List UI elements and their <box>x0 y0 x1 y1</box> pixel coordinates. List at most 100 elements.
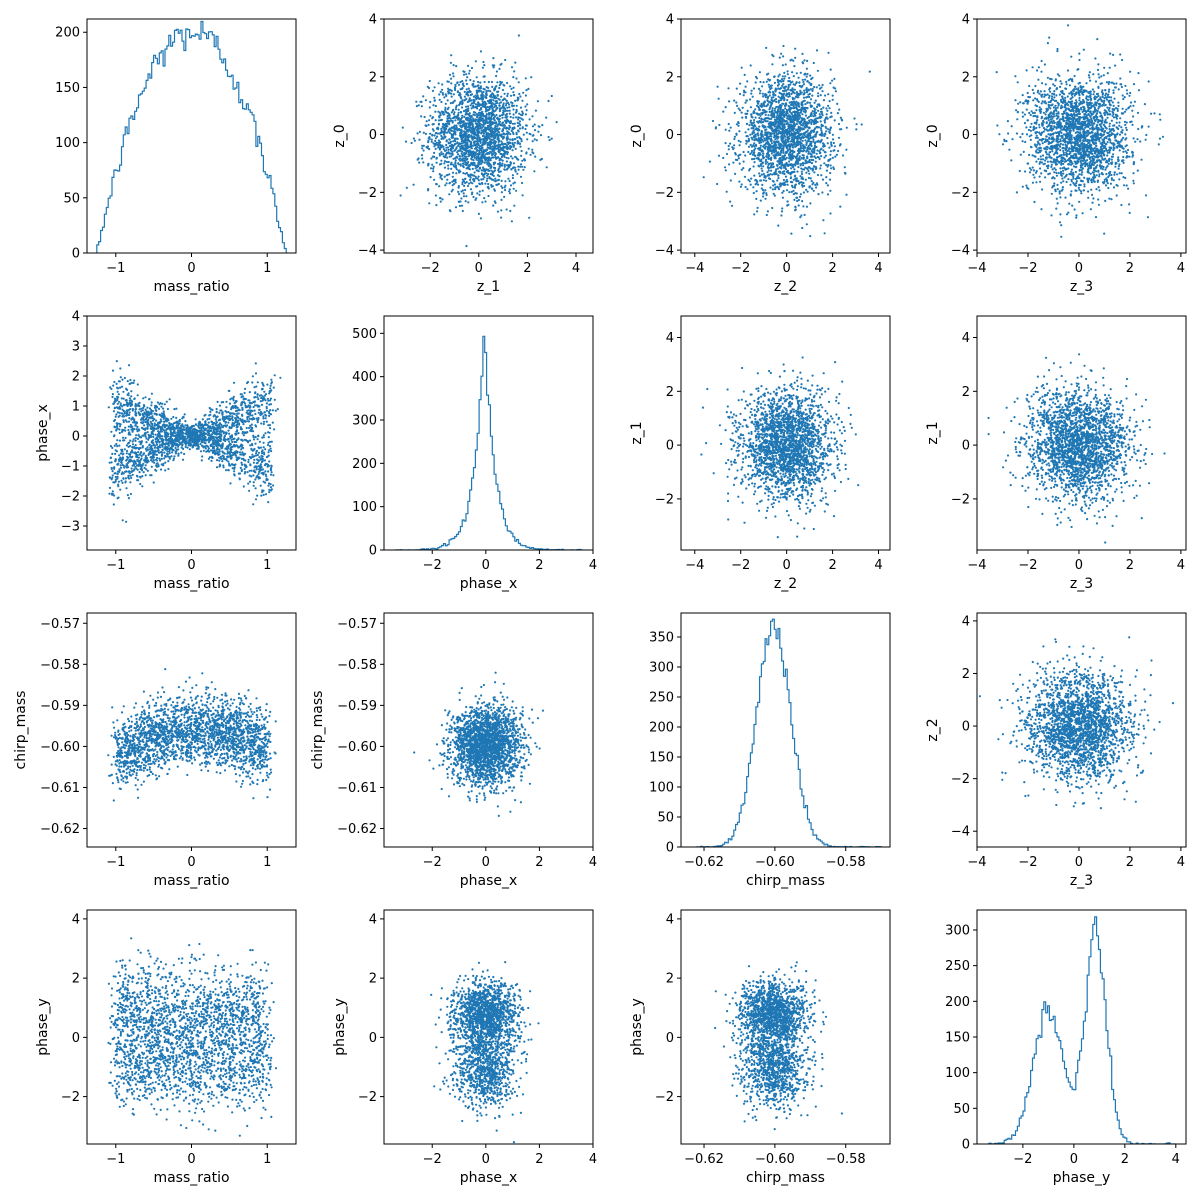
scatter-point <box>461 114 464 117</box>
scatter-point <box>759 146 762 149</box>
scatter-point <box>823 156 826 159</box>
scatter-point <box>828 178 832 181</box>
scatter-point <box>465 135 468 138</box>
scatter-point <box>1094 114 1098 117</box>
scatter-point <box>769 139 773 142</box>
scatter-point <box>807 132 811 135</box>
scatter-point <box>462 192 465 195</box>
scatter-point <box>531 140 534 143</box>
scatter-point <box>767 91 770 94</box>
scatter-point <box>432 129 435 132</box>
scatter-point <box>761 169 764 172</box>
scatter-point <box>477 170 480 173</box>
scatter-point <box>470 107 473 110</box>
scatter-point <box>450 155 453 158</box>
scatter-point <box>457 153 460 156</box>
scatter-point <box>434 119 437 122</box>
scatter-point <box>454 166 458 169</box>
scatter-point <box>469 140 472 143</box>
scatter-point <box>750 151 753 154</box>
scatter-point <box>1058 190 1061 193</box>
scatter-point <box>812 136 815 139</box>
scatter-point <box>768 117 771 120</box>
scatter-point <box>727 144 730 148</box>
scatter-point <box>831 94 834 97</box>
scatter-point <box>787 135 790 138</box>
scatter-point <box>469 151 472 154</box>
scatter-point <box>759 141 763 144</box>
scatter-point <box>759 199 762 202</box>
scatter-point <box>754 108 757 111</box>
scatter-point <box>515 77 518 80</box>
scatter-point <box>410 141 413 145</box>
scatter-point <box>450 89 453 92</box>
scatter-point <box>504 104 508 107</box>
scatter-point <box>765 110 768 113</box>
scatter-point <box>779 122 782 125</box>
scatter-point <box>501 122 504 125</box>
scatter-point <box>788 191 791 194</box>
scatter-point <box>474 122 477 125</box>
scatter-point <box>438 111 441 114</box>
scatter-point <box>812 61 815 65</box>
scatter-point <box>834 155 837 158</box>
scatter-point <box>756 154 760 157</box>
scatter-point <box>769 91 772 94</box>
scatter-point <box>837 122 841 126</box>
scatter-point <box>761 154 765 157</box>
scatter-point <box>473 156 476 159</box>
scatter-point <box>771 90 775 93</box>
scatter-point <box>476 120 479 123</box>
scatter-point <box>459 110 462 114</box>
scatter-point <box>518 116 521 119</box>
scatter-point <box>820 129 823 132</box>
scatter-point <box>513 122 516 125</box>
scatter-point <box>429 132 432 135</box>
scatter-point <box>833 145 837 148</box>
scatter-point <box>526 138 529 141</box>
scatter-point <box>802 93 805 96</box>
scatter-point <box>502 124 505 127</box>
scatter-point <box>784 152 787 155</box>
scatter-point <box>481 98 484 101</box>
scatter-point <box>494 115 497 118</box>
scatter-point <box>756 210 759 213</box>
scatter-point <box>831 156 834 159</box>
scatter-point <box>760 121 764 124</box>
scatter-point <box>755 112 758 115</box>
scatter-point <box>471 125 475 128</box>
scatter-point <box>747 178 750 181</box>
scatter-point <box>844 172 847 175</box>
scatter-point <box>497 174 500 177</box>
scatter-point <box>545 116 548 119</box>
scatter-point <box>815 152 818 155</box>
scatter-point <box>453 99 456 102</box>
scatter-point <box>800 214 803 217</box>
scatter-point <box>1112 116 1116 119</box>
scatter-point <box>737 121 740 124</box>
scatter-point <box>487 113 490 116</box>
scatter-point <box>433 155 436 158</box>
y-tick-label: 2 <box>666 70 674 85</box>
scatter-point <box>770 163 773 166</box>
scatter-point <box>514 168 517 172</box>
scatter-point <box>803 126 806 129</box>
scatter-point <box>813 110 816 113</box>
scatter-point <box>796 144 800 147</box>
scatter-point <box>503 97 506 100</box>
scatter-point <box>768 122 771 125</box>
scatter-point <box>829 82 832 85</box>
scatter-point <box>762 81 765 84</box>
scatter-point <box>766 171 769 174</box>
scatter-point <box>834 90 838 93</box>
scatter-point <box>486 177 489 180</box>
scatter-point <box>468 72 471 75</box>
scatter-point <box>823 119 826 122</box>
scatter-point <box>1095 96 1098 99</box>
scatter-point <box>784 85 787 88</box>
scatter-point <box>785 129 788 132</box>
scatter-point <box>482 122 486 125</box>
scatter-point <box>773 136 776 139</box>
scatter-point <box>827 93 830 96</box>
scatter-point <box>464 188 467 192</box>
